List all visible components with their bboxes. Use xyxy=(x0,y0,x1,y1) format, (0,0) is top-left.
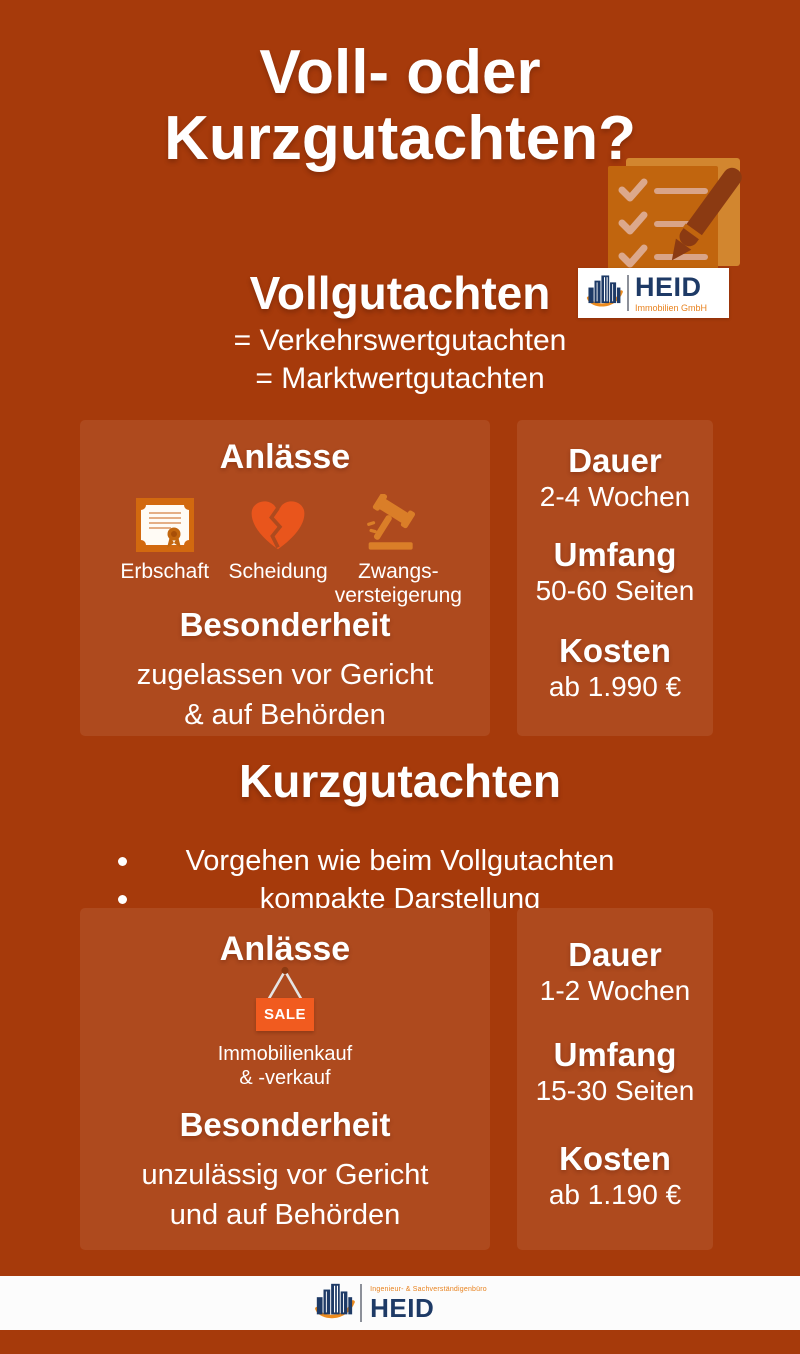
kurz-dauer: Dauer 1-2 Wochen xyxy=(517,936,713,1008)
vollgutachten-heading: Vollgutachten xyxy=(249,267,551,319)
page-title-line2: Kurzgutachten? xyxy=(164,104,636,173)
voll-umfang: Umfang 50-60 Seiten xyxy=(517,536,713,608)
bullet-dot xyxy=(118,895,127,904)
voll-anlaesse-icons: Erbschaft Scheidung xyxy=(80,492,490,608)
footer-logo-tagline: Ingenieur- & Sachverständigenbüro xyxy=(370,1285,487,1293)
logo-divider xyxy=(360,1284,363,1322)
broken-heart-icon xyxy=(248,492,308,552)
kurz-besonderheit-line2: und auf Behörden xyxy=(169,1199,401,1231)
anlass-erbschaft: Erbschaft xyxy=(108,492,221,608)
subtitle-line1: = Verkehrswertgutachten xyxy=(233,324,567,357)
sale-tag-icon: SALE xyxy=(80,966,490,1031)
sale-tag-label: SALE xyxy=(256,998,314,1031)
page-title-line1: Voll- oder xyxy=(259,38,541,107)
logo-subtitle: Immobilien GmbH xyxy=(635,302,708,313)
kurz-kosten: Kosten ab 1.190 € xyxy=(517,1140,713,1212)
voll-dauer-label: Dauer xyxy=(568,442,662,479)
kurz-anlaesse-panel: Anlässe SALE Immobilienkauf & -verkauf B… xyxy=(80,908,490,1250)
bullet-item: Vorgehen wie beim Vollgutachten xyxy=(118,842,682,880)
kurz-facts-panel: Dauer 1-2 Wochen Umfang 15-30 Seiten Kos… xyxy=(517,908,713,1250)
kurz-anlass-label: Immobilienkauf & -verkauf xyxy=(217,1043,353,1089)
kurz-dauer-label: Dauer xyxy=(568,936,662,973)
voll-kosten-label: Kosten xyxy=(559,632,671,669)
kurz-umfang-value: 15-30 Seiten xyxy=(535,1075,695,1106)
kurz-besonderheit-heading: Besonderheit xyxy=(179,1106,391,1143)
kurz-kosten-label: Kosten xyxy=(559,1140,671,1177)
voll-kosten: Kosten ab 1.990 € xyxy=(517,632,713,704)
voll-besonderheit-line2: & auf Behörden xyxy=(184,699,386,731)
voll-anlaesse-panel: Anlässe xyxy=(80,420,490,736)
voll-umfang-label: Umfang xyxy=(553,536,677,573)
kurzgutachten-bullets: Vorgehen wie beim Vollgutachten kompakte… xyxy=(118,842,682,918)
voll-besonderheit-line1: zugelassen vor Gericht xyxy=(136,659,434,691)
vollgutachten-subtitle: = Verkehrswertgutachten = Marktwertgutac… xyxy=(0,322,800,398)
gavel-icon xyxy=(365,492,431,552)
heid-logo-top: HEID Immobilien GmbH xyxy=(578,268,729,318)
checklist-pen-icon xyxy=(598,158,748,270)
heid-buildings-icon xyxy=(313,1279,355,1328)
bullet-dot xyxy=(118,857,127,866)
voll-dauer-value: 2-4 Wochen xyxy=(539,481,691,512)
anlass-scheidung: Scheidung xyxy=(221,492,334,608)
kurz-anlaesse-heading: Anlässe xyxy=(219,930,351,968)
footer-logo-name: HEID xyxy=(370,1292,435,1323)
voll-kosten-value: ab 1.990 € xyxy=(548,671,682,702)
anlass-erbschaft-label: Erbschaft xyxy=(120,560,210,583)
voll-umfang-value: 50-60 Seiten xyxy=(535,575,695,606)
bullet-text: Vorgehen wie beim Vollgutachten xyxy=(185,845,615,877)
subtitle-line2: = Marktwertgutachten xyxy=(255,362,545,395)
kurz-kosten-value: ab 1.190 € xyxy=(548,1179,682,1210)
kurz-dauer-value: 1-2 Wochen xyxy=(539,975,691,1006)
logo-divider xyxy=(627,275,629,311)
voll-besonderheit-heading: Besonderheit xyxy=(179,606,391,643)
page-title: Voll- oder Kurzgutachten? xyxy=(0,40,800,172)
anlass-scheidung-label: Scheidung xyxy=(228,560,328,583)
anlass-zwangsversteigerung: Zwangs- versteigerung xyxy=(335,492,462,608)
kurz-besonderheit-line1: unzulässig vor Gericht xyxy=(141,1159,429,1191)
logo-name: HEID xyxy=(635,271,702,302)
anlass-zwangsversteigerung-label: Zwangs- versteigerung xyxy=(334,560,462,607)
kurzgutachten-heading: Kurzgutachten xyxy=(239,755,561,807)
voll-facts-panel: Dauer 2-4 Wochen Umfang 50-60 Seiten Kos… xyxy=(517,420,713,736)
voll-dauer: Dauer 2-4 Wochen xyxy=(517,442,713,514)
voll-anlaesse-heading: Anlässe xyxy=(219,438,351,476)
heid-buildings-icon xyxy=(585,271,623,316)
kurz-umfang: Umfang 15-30 Seiten xyxy=(517,1036,713,1108)
kurz-umfang-label: Umfang xyxy=(553,1036,677,1073)
footer-bar: Ingenieur- & Sachverständigenbüro HEID xyxy=(0,1276,800,1330)
certificate-icon xyxy=(135,492,194,552)
